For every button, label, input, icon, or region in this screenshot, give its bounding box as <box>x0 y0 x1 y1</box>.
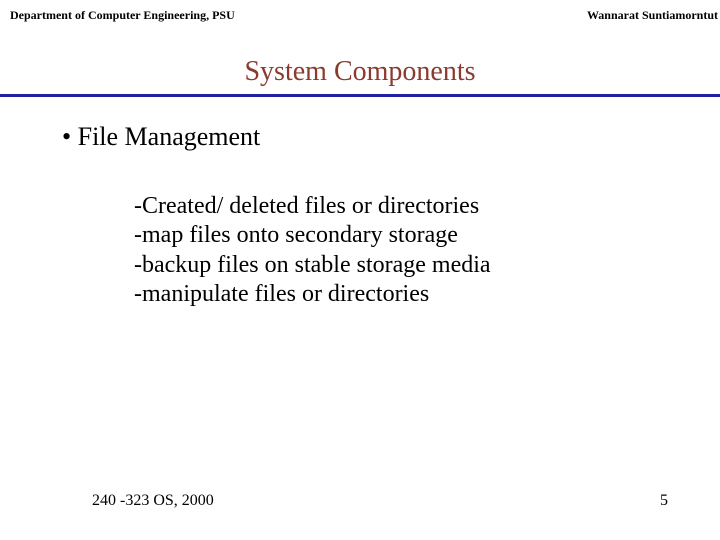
body-line: -map files onto secondary storage <box>134 221 491 250</box>
body-line: -backup files on stable storage media <box>134 251 491 280</box>
bullet-heading: • File Management <box>62 122 260 152</box>
title-underline <box>0 94 720 97</box>
body-text: -Created/ deleted files or directories -… <box>134 192 491 309</box>
header-right: Wannarat Suntiamorntut <box>587 8 718 23</box>
footer-course: 240 -323 OS, 2000 <box>92 492 214 510</box>
body-line: -manipulate files or directories <box>134 280 491 309</box>
footer-page-number: 5 <box>660 492 668 510</box>
slide-title: System Components <box>0 56 720 88</box>
header-left: Department of Computer Engineering, PSU <box>10 8 235 23</box>
body-line: -Created/ deleted files or directories <box>134 192 491 221</box>
